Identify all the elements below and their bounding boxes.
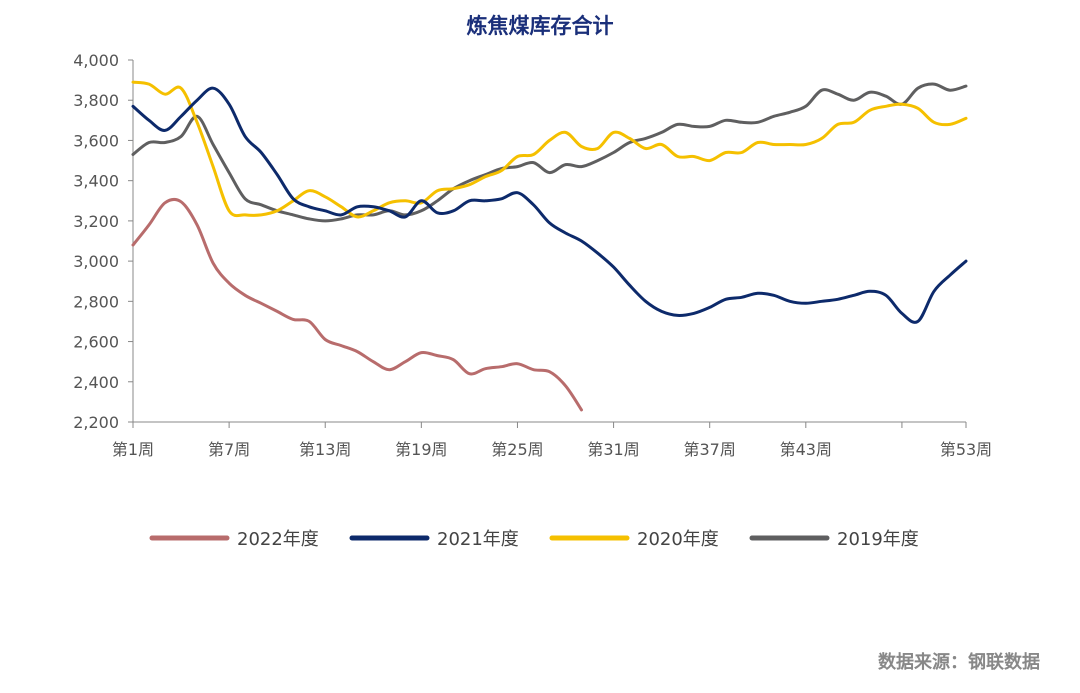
- y-tick-label: 3,400: [73, 172, 119, 191]
- y-tick-label: 3,000: [73, 252, 119, 271]
- series-line-2019年度: [131, 82, 968, 223]
- y-tick-label: 3,600: [73, 131, 119, 150]
- data-source-note: 数据来源：钢联数据: [878, 651, 1040, 673]
- legend-label: 2022年度: [237, 529, 319, 550]
- legend-item: 2021年度: [349, 529, 519, 550]
- x-tick-label: 第19周: [395, 440, 447, 459]
- x-tick-label: 第31周: [587, 440, 639, 459]
- series-lines: [131, 80, 968, 412]
- y-tick-label: 2,600: [73, 333, 119, 352]
- y-tick-label: 4,000: [73, 51, 119, 70]
- series-line-2020年度: [131, 80, 968, 219]
- y-tick-label: 3,200: [73, 212, 119, 231]
- legend-item: 2020年度: [549, 529, 719, 550]
- series-line-2021年度: [131, 86, 968, 324]
- legend-item: 2022年度: [149, 529, 319, 550]
- y-axis: 4,000 3,800 3,600 3,400 3,200 3,000 2,800 2,600…: [73, 51, 134, 432]
- x-tick-label: 第53周: [940, 440, 992, 459]
- y-tick-label: 2,400: [73, 373, 119, 392]
- x-tick-label: 第43周: [780, 440, 832, 459]
- legend-label: 2021年度: [437, 529, 519, 550]
- x-tick-label: 第13周: [299, 440, 351, 459]
- legend-label: 2020年度: [637, 529, 719, 550]
- chart-title: 炼焦煤库存合计: [467, 13, 614, 38]
- x-tick-label: 第1周: [112, 440, 154, 459]
- x-tick-label: 第7周: [208, 440, 250, 459]
- y-tick-label: 2,800: [73, 292, 119, 311]
- x-tick-label: 第37周: [684, 440, 736, 459]
- legend: 2022年度 2021年度 2020年度 2019年度: [149, 529, 919, 550]
- series-line-2022年度: [131, 197, 583, 412]
- legend-label: 2019年度: [837, 529, 919, 550]
- x-tick-label: 第25周: [491, 440, 543, 459]
- x-axis: 第1周 第7周 第13周 第19周 第25周 第31周 第37周 第43周 第53周: [112, 421, 992, 459]
- y-tick-label: 2,200: [73, 413, 119, 432]
- y-tick-label: 3,800: [73, 91, 119, 110]
- legend-item: 2019年度: [749, 529, 919, 550]
